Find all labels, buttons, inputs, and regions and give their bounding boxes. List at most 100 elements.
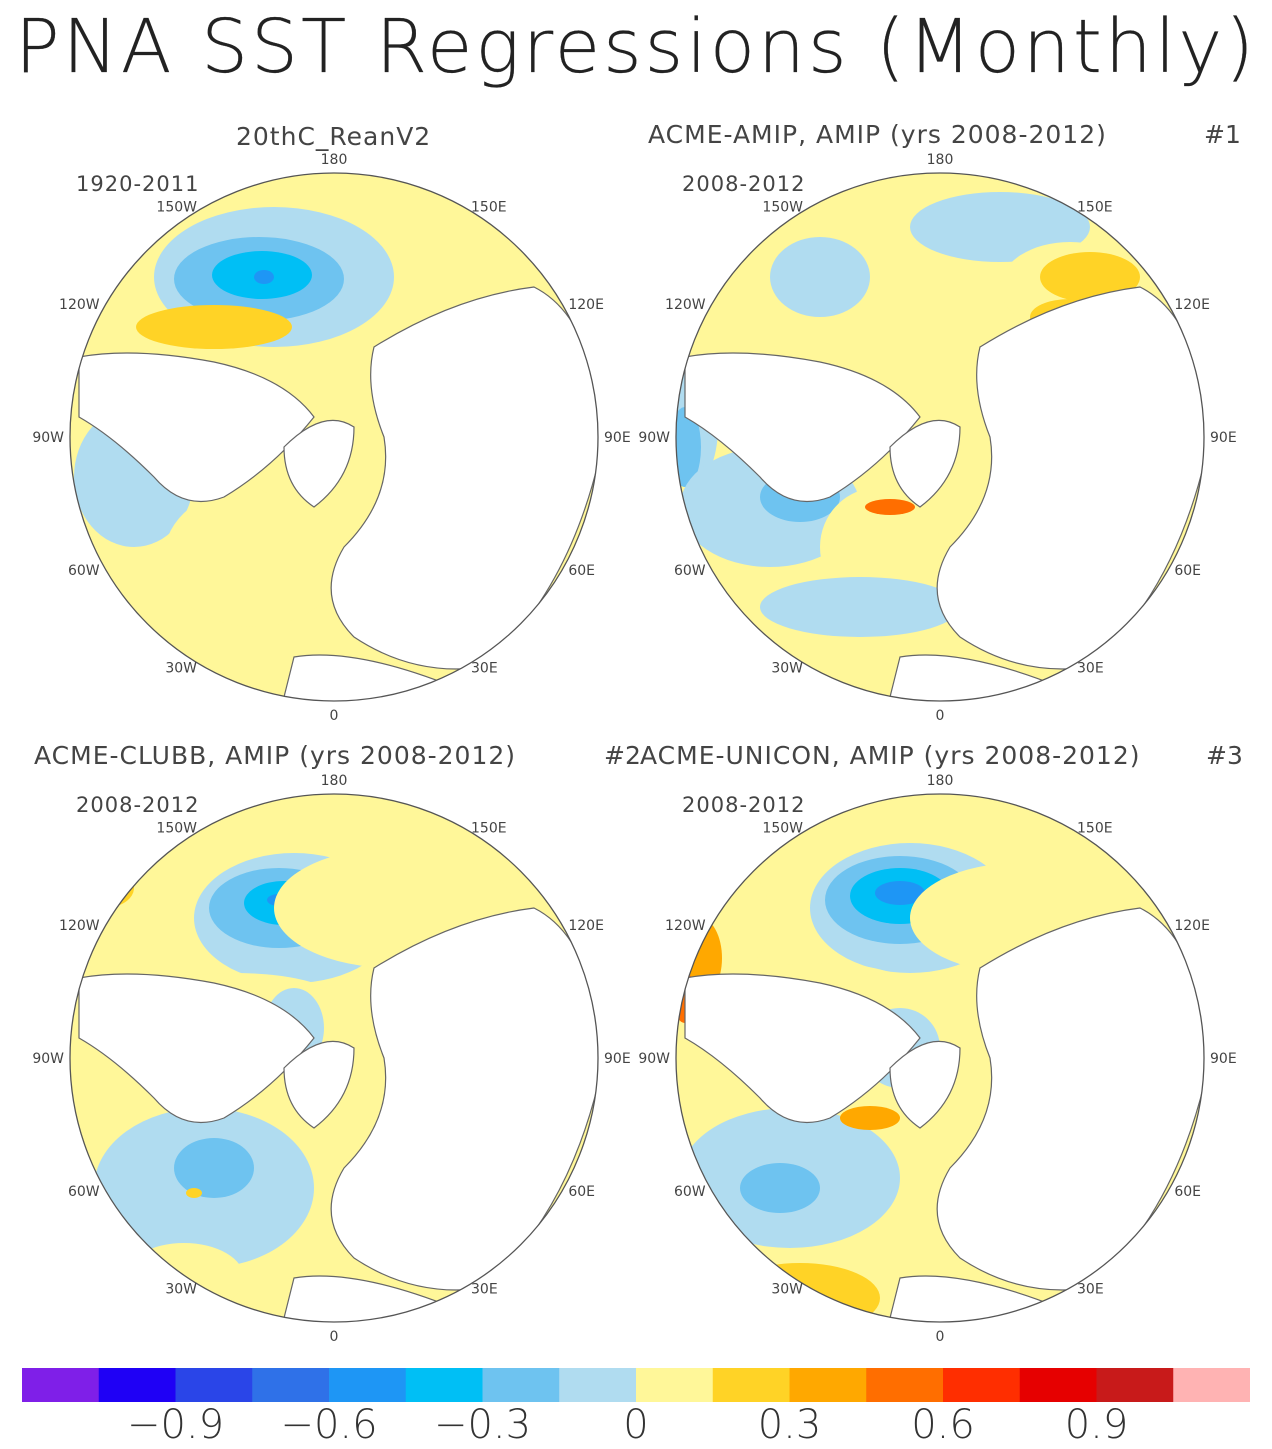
colorbar-swatch [252,1368,330,1402]
map-boundary [675,172,1205,702]
land-mass [684,973,921,1124]
colorbar-swatch [1096,1368,1174,1402]
longitude-label: 150W [762,200,803,216]
longitude-label: 90W [32,1051,64,1067]
longitude-label: 90E [1210,430,1237,446]
longitude-label: 150W [762,821,803,837]
colorbar-tick-labels: −0.9 −0.6 −0.3 0 0.3 0.6 0.9 [0,1402,1272,1448]
period-label: 1920-2011 [76,172,200,196]
longitude-label: 0 [330,708,339,724]
panel-title: 20thC_ReanV2 [236,122,432,151]
longitude-label: 180 [927,152,954,168]
anomaly-region [136,305,292,349]
longitude-label: 90W [638,1051,670,1067]
longitude-label: 180 [321,773,348,789]
longitude-label: 150E [471,821,507,837]
longitude-label: 90E [604,430,631,446]
anomaly-region [84,868,184,948]
longitude-label: 60E [568,563,595,579]
colorbar-swatch [405,1368,483,1402]
anomaly-region [1040,252,1140,302]
colorbar-swatch [98,1368,176,1402]
colorbar-swatch [1019,1368,1097,1402]
land-mass [684,352,921,503]
longitude-label: 30E [471,1281,498,1297]
longitude-label: 120E [1174,297,1210,313]
panel-title: ACME-AMIP, AMIP (yrs 2008-2012) [648,120,1107,149]
panel-1: 20thC_ReanV2 1920-2011 180 150E 120E 90E 60E… [0,112,636,732]
longitude-label: 30W [165,660,197,676]
panel-tag: #2 [604,741,641,770]
longitude-label: 150E [471,200,507,216]
longitude-label: 90W [32,430,64,446]
colorbar-swatch [866,1368,944,1402]
longitude-label: 120E [1174,918,1210,934]
colorbar-tick-label: 0.9 [1064,1402,1129,1448]
longitude-label: 180 [321,152,348,168]
colorbar-swatch [1173,1368,1250,1402]
longitude-label: 0 [936,1329,945,1345]
colorbar-swatch [559,1368,637,1402]
colorbar-tick-label: 0.6 [911,1402,975,1448]
polar-map: 180 150E 120E 90E 60E 30E 0 30W 60W 90W 120W 150W [638,773,1236,1345]
colorbar-swatch [943,1368,1021,1402]
anomaly-region [770,237,870,317]
period-label: 2008-2012 [682,172,806,196]
colorbar-tick-label: 0 [623,1402,649,1448]
anomaly-region [720,1263,880,1322]
longitude-label: 30E [1077,1281,1104,1297]
colorbar-tick-label: −0.3 [433,1402,532,1448]
land-mass [78,352,315,503]
period-label: 2008-2012 [682,793,806,817]
longitude-label: 60E [1174,1184,1201,1200]
anomaly-region [820,487,940,607]
map-boundary [69,793,599,1323]
longitude-label: 150W [156,821,197,837]
longitude-label: 90E [604,1051,631,1067]
anomaly-region [164,487,344,627]
longitude-label: 90W [638,430,670,446]
longitude-label: 30E [1077,660,1104,676]
anomaly-region [186,1188,202,1198]
figure-title: PNA SST Regressions (Monthly) [14,4,1258,90]
longitude-label: 30W [165,1281,197,1297]
panel-2: ACME-AMIP, AMIP (yrs 2008-2012) #1 2008-… [636,112,1272,732]
panel-title: ACME-CLUBB, AMIP (yrs 2008-2012) [34,741,517,770]
longitude-label: 60E [568,1184,595,1200]
colorbar-swatch [636,1368,714,1402]
anomaly-region [74,868,134,908]
panel-title: ACME-UNICON, AMIP (yrs 2008-2012) [640,741,1141,770]
longitude-label: 0 [936,708,945,724]
anomaly-region [875,881,925,905]
land-mass [283,1040,355,1129]
longitude-label: 30E [471,660,498,676]
anomaly-region [910,192,1090,262]
anomaly-region [840,1106,900,1130]
colorbar-swatch [712,1368,790,1402]
longitude-label: 0 [330,1329,339,1345]
land-mass [889,1040,961,1129]
panel-tag: #3 [1206,741,1243,770]
anomaly-region [254,270,274,284]
land-mass [78,973,315,1124]
colorbar-tick-label: 0.3 [757,1402,822,1448]
longitude-label: 120E [568,918,604,934]
polar-map: 180 150E 120E 90E 60E 30E 0 30W 60W 90W 120W 150W [638,152,1237,724]
longitude-label: 120W [59,918,100,934]
map-boundary [69,172,599,702]
colorbar-swatch [329,1368,407,1402]
longitude-label: 120E [568,297,604,313]
longitude-label: 30W [771,1281,803,1297]
colorbar-tick-label: −0.6 [280,1402,378,1448]
colorbar-tick-label: −0.9 [126,1402,225,1448]
land-mass [283,419,355,508]
anomaly-region [865,499,915,515]
longitude-label: 180 [927,773,954,789]
longitude-label: 150E [1077,200,1113,216]
colorbar-swatch [482,1368,560,1402]
longitude-label: 60W [674,563,706,579]
colorbar-swatch [22,1368,100,1402]
longitude-label: 150W [156,200,197,216]
map-boundary [675,793,1205,1323]
longitude-label: 150E [1077,821,1113,837]
